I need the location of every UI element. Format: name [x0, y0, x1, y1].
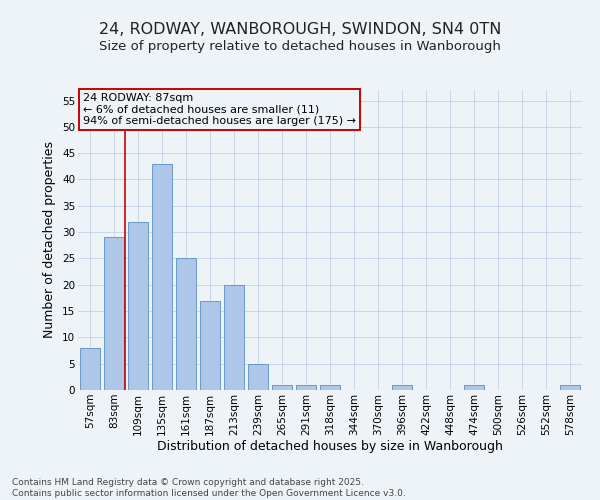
- Bar: [200, 300, 220, 390]
- Bar: [104, 238, 124, 390]
- Bar: [152, 164, 172, 390]
- X-axis label: Distribution of detached houses by size in Wanborough: Distribution of detached houses by size …: [157, 440, 503, 454]
- Bar: [176, 258, 196, 390]
- Bar: [128, 222, 148, 390]
- Bar: [560, 384, 580, 390]
- Bar: [296, 384, 316, 390]
- Bar: [464, 384, 484, 390]
- Text: 24, RODWAY, WANBOROUGH, SWINDON, SN4 0TN: 24, RODWAY, WANBOROUGH, SWINDON, SN4 0TN: [99, 22, 501, 38]
- Text: Size of property relative to detached houses in Wanborough: Size of property relative to detached ho…: [99, 40, 501, 53]
- Bar: [224, 284, 244, 390]
- Bar: [272, 384, 292, 390]
- Bar: [248, 364, 268, 390]
- Text: Contains HM Land Registry data © Crown copyright and database right 2025.
Contai: Contains HM Land Registry data © Crown c…: [12, 478, 406, 498]
- Text: 24 RODWAY: 87sqm
← 6% of detached houses are smaller (11)
94% of semi-detached h: 24 RODWAY: 87sqm ← 6% of detached houses…: [83, 93, 356, 126]
- Bar: [320, 384, 340, 390]
- Y-axis label: Number of detached properties: Number of detached properties: [43, 142, 56, 338]
- Bar: [80, 348, 100, 390]
- Bar: [392, 384, 412, 390]
